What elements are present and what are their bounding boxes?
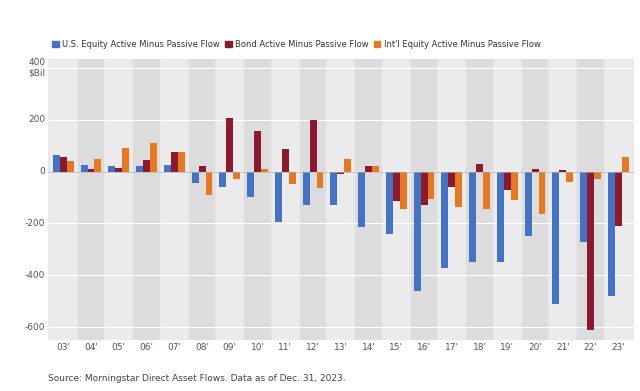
Legend: U.S. Equity Active Minus Passive Flow, Bond Active Minus Passive Flow, Int'l Equ: U.S. Equity Active Minus Passive Flow, B… <box>52 40 540 49</box>
Bar <box>198 166 205 172</box>
Bar <box>164 165 171 172</box>
Bar <box>605 59 632 340</box>
Bar <box>580 172 587 242</box>
Bar <box>608 172 615 296</box>
Bar <box>220 172 227 187</box>
Bar <box>303 172 310 205</box>
Bar <box>587 172 594 330</box>
Bar <box>289 172 296 185</box>
Bar <box>178 152 185 172</box>
Bar <box>254 131 261 172</box>
Bar <box>476 164 483 172</box>
Bar <box>428 172 435 199</box>
Bar <box>244 59 271 340</box>
Bar <box>115 168 122 172</box>
Bar <box>372 166 379 172</box>
Text: Source: Morningstar Direct Asset Flows. Data as of Dec. 31, 2023.: Source: Morningstar Direct Asset Flows. … <box>48 374 346 383</box>
Bar <box>67 161 74 172</box>
Bar <box>300 59 326 340</box>
Bar <box>525 172 532 237</box>
Bar <box>577 59 604 340</box>
Bar <box>150 143 157 172</box>
Bar <box>136 166 143 172</box>
Bar <box>413 172 420 291</box>
Bar <box>469 172 476 262</box>
Bar <box>400 172 406 209</box>
Bar <box>386 172 393 234</box>
Bar <box>282 149 289 172</box>
Bar <box>358 172 365 227</box>
Bar <box>106 59 132 340</box>
Bar <box>383 59 410 340</box>
Bar <box>108 166 115 172</box>
Bar <box>455 172 462 206</box>
Bar <box>261 169 268 172</box>
Bar <box>467 59 493 340</box>
Bar <box>171 152 178 172</box>
Bar <box>411 59 437 340</box>
Bar <box>344 158 351 172</box>
Bar <box>216 59 243 340</box>
Bar <box>88 169 95 172</box>
Bar <box>393 172 400 201</box>
Bar <box>60 157 67 172</box>
Bar <box>552 172 559 304</box>
Bar <box>233 172 240 179</box>
Bar <box>95 158 101 172</box>
Bar <box>53 155 60 172</box>
Bar <box>272 59 299 340</box>
Bar <box>550 59 576 340</box>
Bar <box>247 172 254 197</box>
Bar <box>189 59 215 340</box>
Bar <box>122 148 129 172</box>
Bar <box>483 172 490 209</box>
Bar <box>622 157 628 172</box>
Bar <box>205 172 212 195</box>
Bar <box>355 59 382 340</box>
Bar <box>77 59 104 340</box>
Bar <box>330 172 337 205</box>
Bar <box>133 59 160 340</box>
Bar <box>497 172 504 262</box>
Bar <box>317 172 323 188</box>
Bar <box>191 172 198 183</box>
Bar <box>566 172 573 182</box>
Bar <box>420 172 428 205</box>
Bar <box>365 166 372 172</box>
Bar <box>449 172 455 187</box>
Bar <box>511 172 518 200</box>
Bar <box>337 172 344 174</box>
Bar <box>522 59 548 340</box>
Bar <box>275 172 282 222</box>
Bar <box>50 59 77 340</box>
Bar <box>615 172 622 226</box>
Bar <box>504 172 511 190</box>
Bar <box>328 59 354 340</box>
Bar <box>310 120 317 172</box>
Bar <box>81 165 88 172</box>
Bar <box>161 59 188 340</box>
Bar <box>438 59 465 340</box>
Bar <box>143 160 150 172</box>
Bar <box>494 59 521 340</box>
Bar <box>559 170 566 172</box>
Bar <box>532 169 538 172</box>
Bar <box>227 118 233 172</box>
Bar <box>594 172 601 179</box>
Bar <box>442 172 449 267</box>
Bar <box>538 172 545 214</box>
